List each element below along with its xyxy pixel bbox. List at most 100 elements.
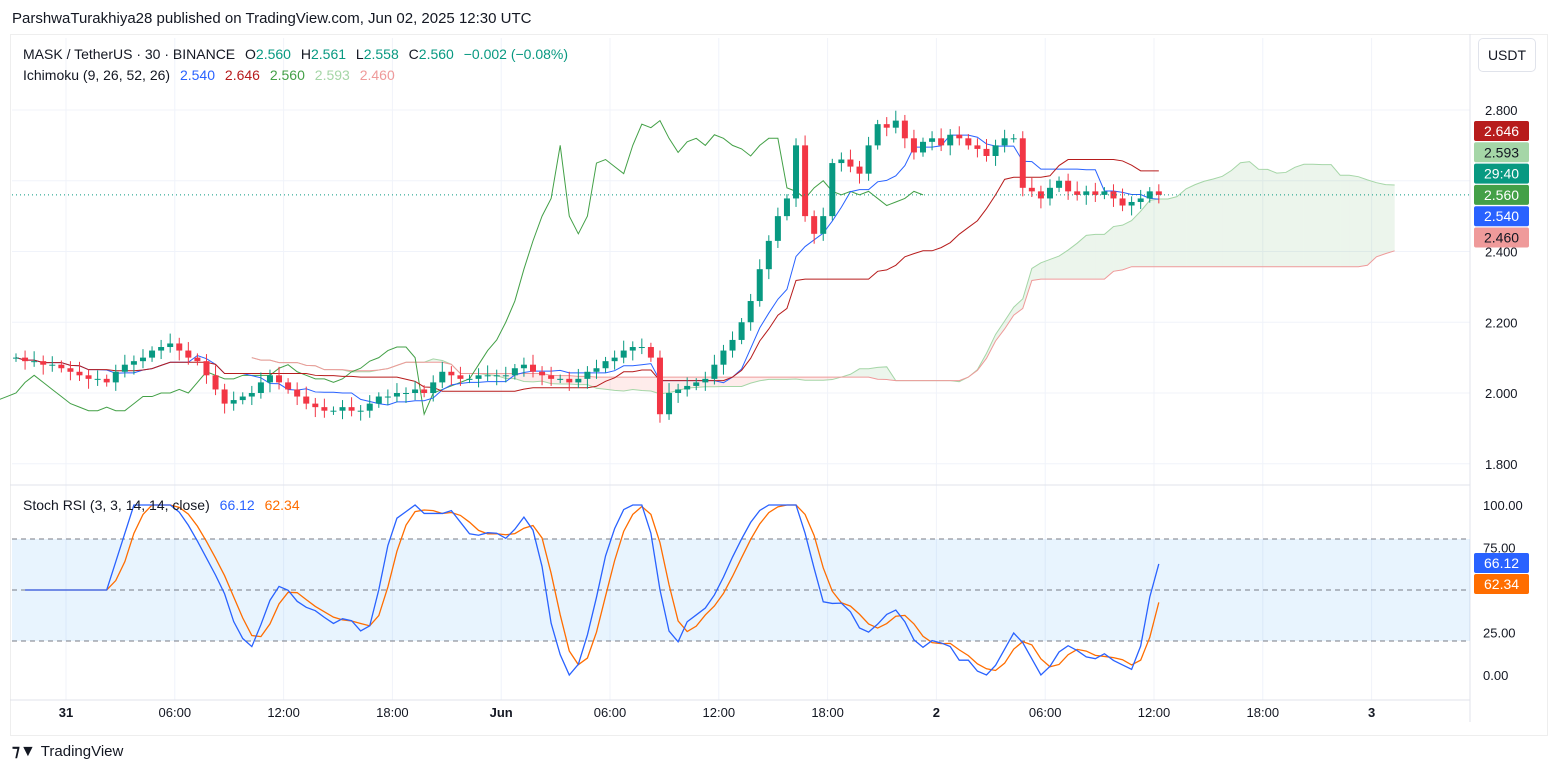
ichimoku-cloud-segment xyxy=(859,368,869,378)
candle-body xyxy=(965,138,972,146)
ichimoku-cloud-segment xyxy=(1349,175,1359,267)
ichimoku-cloud-segment xyxy=(1140,200,1150,267)
ichimoku-cloud-segment xyxy=(1303,164,1314,267)
candle-body xyxy=(85,375,92,379)
candle-body xyxy=(811,216,818,234)
stoch-tick-label: 0.00 xyxy=(1483,668,1508,683)
candle-body xyxy=(330,410,337,412)
candle-body xyxy=(1146,191,1153,199)
price-tick-label: 2.800 xyxy=(1485,103,1518,118)
candle-body xyxy=(901,120,908,139)
ichimoku-cloud-segment xyxy=(1122,220,1132,270)
candle-body xyxy=(638,347,645,349)
price-label-text: 29:40 xyxy=(1484,166,1519,182)
candle-body xyxy=(393,393,400,397)
stoch-label-text: 66.12 xyxy=(1484,555,1519,571)
chart-frame xyxy=(10,34,1548,736)
ichimoku-cloud-segment xyxy=(814,377,824,381)
close-label: C xyxy=(408,46,419,62)
candle-body xyxy=(22,357,29,362)
candle-body xyxy=(403,393,410,394)
stoch-label[interactable]: Stoch RSI (3, 3, 14, 14, close) xyxy=(23,497,210,513)
time-tick-label: 06:00 xyxy=(594,705,627,720)
ichimoku-cloud-segment xyxy=(532,373,543,382)
ichimoku-cloud-segment xyxy=(1013,298,1023,316)
candle-body xyxy=(874,124,881,146)
candle-body xyxy=(774,216,781,241)
candle-body xyxy=(865,145,872,174)
tradingview-logo[interactable]: ⁊▼ TradingView xyxy=(12,741,123,761)
price-label-badge xyxy=(1474,163,1529,184)
candle-body xyxy=(285,382,292,390)
candle-body xyxy=(756,269,763,302)
stoch-tick-label: 100.00 xyxy=(1483,498,1523,513)
candle-body xyxy=(303,396,310,404)
leading-span-a-line xyxy=(251,161,1395,395)
base-value: 2.646 xyxy=(224,67,260,83)
candle-body xyxy=(539,371,546,376)
candle-body xyxy=(629,347,636,351)
candle-body xyxy=(647,347,654,358)
candle-body xyxy=(1056,180,1063,188)
candle-body xyxy=(920,141,926,153)
ichimoku-cloud-segment xyxy=(1213,176,1223,267)
ichimoku-cloud-segment xyxy=(777,377,787,380)
candle-body xyxy=(847,159,854,167)
candle-body xyxy=(130,361,137,365)
candle-body xyxy=(593,368,600,372)
candle-body xyxy=(375,396,382,404)
time-tick-label: 18:00 xyxy=(1247,705,1280,720)
candle-body xyxy=(176,343,183,351)
ichimoku-label[interactable]: Ichimoku (9, 26, 52, 26) xyxy=(23,67,171,83)
candle-body xyxy=(1137,198,1144,202)
open-label: O xyxy=(245,46,256,62)
candle-body xyxy=(448,371,455,376)
ichimoku-cloud-segment xyxy=(1231,162,1241,267)
candle-body xyxy=(1110,191,1117,199)
ichimoku-cloud-segment xyxy=(596,377,606,390)
candle-body xyxy=(412,389,419,393)
ichimoku-cloud-segment xyxy=(1204,178,1214,267)
ichimoku-cloud-segment xyxy=(768,377,778,380)
candle-body xyxy=(566,378,573,383)
ichimoku-cloud-segment xyxy=(877,366,887,380)
ichimoku-cloud-segment xyxy=(496,373,506,379)
currency-button[interactable]: USDT xyxy=(1478,38,1536,72)
ichimoku-cloud-segment xyxy=(1294,164,1304,267)
time-tick-label: 12:00 xyxy=(703,705,736,720)
candle-body xyxy=(992,145,999,156)
candle-body xyxy=(321,407,328,411)
candle-body xyxy=(457,375,464,379)
ichimoku-cloud-segment xyxy=(1276,172,1286,267)
candle-body xyxy=(475,375,482,379)
candle-body xyxy=(820,216,827,234)
candle-body xyxy=(829,163,836,217)
ichimoku-cloud-segment xyxy=(1285,167,1295,267)
candle-body xyxy=(947,134,954,146)
price-label-badge xyxy=(1474,142,1529,163)
ichimoku-cloud-segment xyxy=(1240,161,1250,267)
ichimoku-cloud-segment xyxy=(1167,196,1177,267)
symbol-legend: MASK / TetherUS · 30 · BINANCE O2.560 H2… xyxy=(23,46,568,62)
ichimoku-cloud-segment xyxy=(1376,182,1386,257)
price-label-badge xyxy=(1474,184,1529,205)
ichimoku-cloud-segment xyxy=(1249,161,1259,267)
candle-body xyxy=(783,198,790,217)
candle-body xyxy=(230,400,237,404)
candle-body xyxy=(575,378,582,383)
candle-body xyxy=(693,382,700,386)
low-label: L xyxy=(355,46,364,62)
stoch-k-value: 66.12 xyxy=(219,497,255,513)
ichimoku-cloud-segment xyxy=(623,377,633,392)
candle-body xyxy=(548,375,555,379)
candle-body xyxy=(1010,138,1017,140)
candle-body xyxy=(357,410,364,412)
candle-body xyxy=(1001,138,1008,146)
candle-body xyxy=(1155,191,1162,195)
candle-body xyxy=(94,378,101,380)
candle-body xyxy=(312,403,319,408)
symbol-name[interactable]: MASK / TetherUS · 30 · BINANCE xyxy=(23,46,236,62)
time-tick-label: 3 xyxy=(1368,705,1375,720)
candle-body xyxy=(212,375,219,390)
